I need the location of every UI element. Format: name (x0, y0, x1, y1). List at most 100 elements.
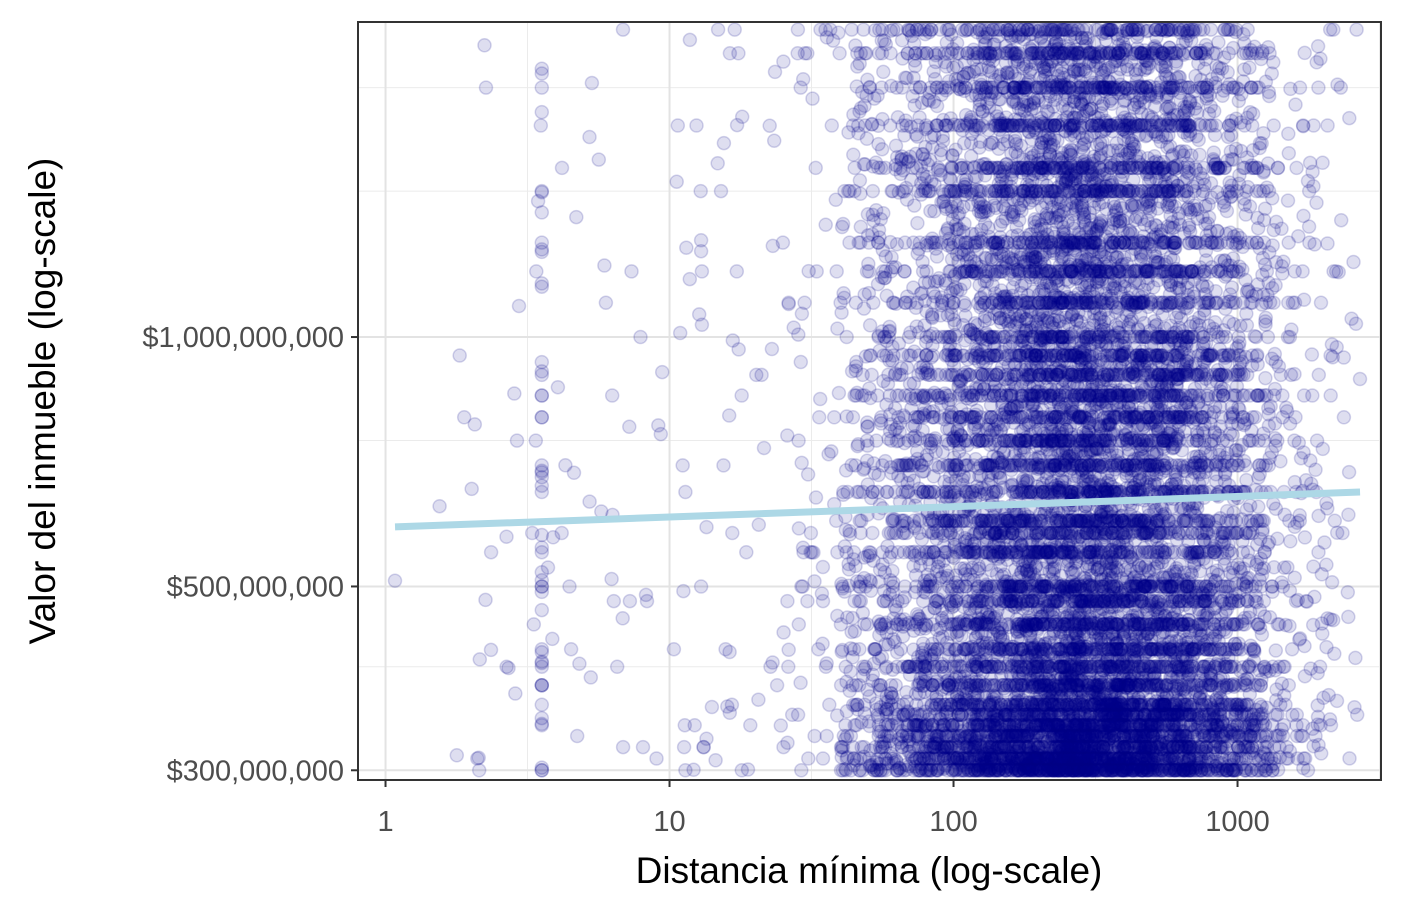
data-point (1333, 212, 1349, 228)
data-point (883, 23, 899, 38)
data-point (1047, 118, 1063, 133)
data-point (1130, 186, 1146, 202)
data-point (1079, 733, 1094, 748)
data-point (1045, 561, 1060, 577)
data-point (895, 707, 911, 723)
data-point (1280, 193, 1296, 208)
data-point (898, 458, 914, 473)
data-point (948, 763, 963, 778)
data-point (911, 730, 926, 745)
data-point (1104, 175, 1119, 190)
data-point (986, 717, 1002, 733)
data-point (1078, 665, 1094, 681)
data-point (1009, 677, 1024, 693)
data-point (987, 72, 1003, 88)
data-point (961, 640, 977, 656)
data-point (1171, 371, 1187, 386)
data-point (1265, 659, 1281, 675)
data-point (1326, 22, 1341, 37)
data-point (1178, 144, 1193, 159)
data-point (1136, 449, 1151, 465)
data-point (938, 680, 954, 695)
data-point (1049, 763, 1064, 778)
data-point (1320, 118, 1335, 133)
data-point (1242, 60, 1257, 75)
data-point (1193, 46, 1208, 61)
data-point (1290, 515, 1305, 530)
data-point (886, 751, 902, 766)
data-point (908, 146, 924, 162)
data-point (1190, 717, 1205, 733)
data-point (1313, 746, 1329, 761)
data-point (1067, 651, 1082, 666)
data-point (1218, 656, 1233, 672)
data-point (992, 739, 1007, 755)
data-point (1119, 458, 1134, 473)
data-point (1130, 593, 1145, 609)
data-point (1003, 410, 1019, 425)
data-point (1140, 356, 1155, 371)
data-point (1230, 416, 1246, 432)
data-point (1071, 433, 1086, 448)
data-point (1154, 641, 1169, 657)
data-point (1139, 262, 1155, 278)
data-point (1102, 718, 1118, 734)
data-point (1086, 235, 1101, 250)
data-point (1146, 230, 1161, 245)
data-point (974, 513, 989, 529)
data-point (1055, 22, 1070, 37)
data-point (1178, 335, 1194, 351)
data-point (915, 717, 930, 733)
data-point (1010, 683, 1026, 698)
data-point (1127, 697, 1142, 713)
data-point (1019, 160, 1035, 176)
data-point (808, 490, 824, 505)
data-point (1081, 327, 1097, 342)
data-point (1116, 544, 1131, 560)
data-point (957, 411, 972, 427)
data-point (811, 410, 827, 425)
data-point (1004, 641, 1019, 657)
data-point (1071, 629, 1087, 645)
data-point (1034, 609, 1050, 624)
data-point (1116, 739, 1132, 755)
data-point (1060, 38, 1076, 54)
data-point (1104, 525, 1120, 541)
data-point (1100, 681, 1115, 696)
data-point (850, 702, 865, 717)
data-point (1036, 508, 1052, 523)
data-point (1216, 381, 1231, 397)
data-point (1109, 744, 1124, 760)
data-point (781, 642, 796, 658)
data-point (1142, 527, 1157, 542)
data-point (968, 677, 983, 693)
data-point (963, 109, 979, 125)
data-point (1245, 525, 1260, 541)
data-point (959, 754, 975, 770)
data-point (1095, 80, 1111, 95)
data-point (1089, 757, 1104, 772)
data-point (1001, 266, 1017, 281)
data-point (1177, 763, 1192, 778)
data-point (1116, 592, 1131, 607)
data-point (1161, 22, 1177, 37)
data-point (1008, 739, 1023, 755)
data-point (971, 757, 987, 773)
data-point (1136, 677, 1152, 693)
data-point (1229, 751, 1244, 766)
data-point (1194, 525, 1209, 541)
data-point (1029, 621, 1045, 637)
data-point (1071, 388, 1087, 403)
data-point (1060, 183, 1076, 199)
data-point (1144, 525, 1160, 541)
data-point (1012, 263, 1028, 278)
data-point (1089, 388, 1105, 403)
data-point (1087, 751, 1103, 766)
data-point (1174, 576, 1189, 592)
data-point (921, 712, 936, 727)
data-point (1181, 348, 1196, 363)
data-point (1062, 761, 1077, 776)
data-point (871, 614, 886, 629)
data-point (849, 717, 864, 733)
data-point (1013, 160, 1028, 176)
